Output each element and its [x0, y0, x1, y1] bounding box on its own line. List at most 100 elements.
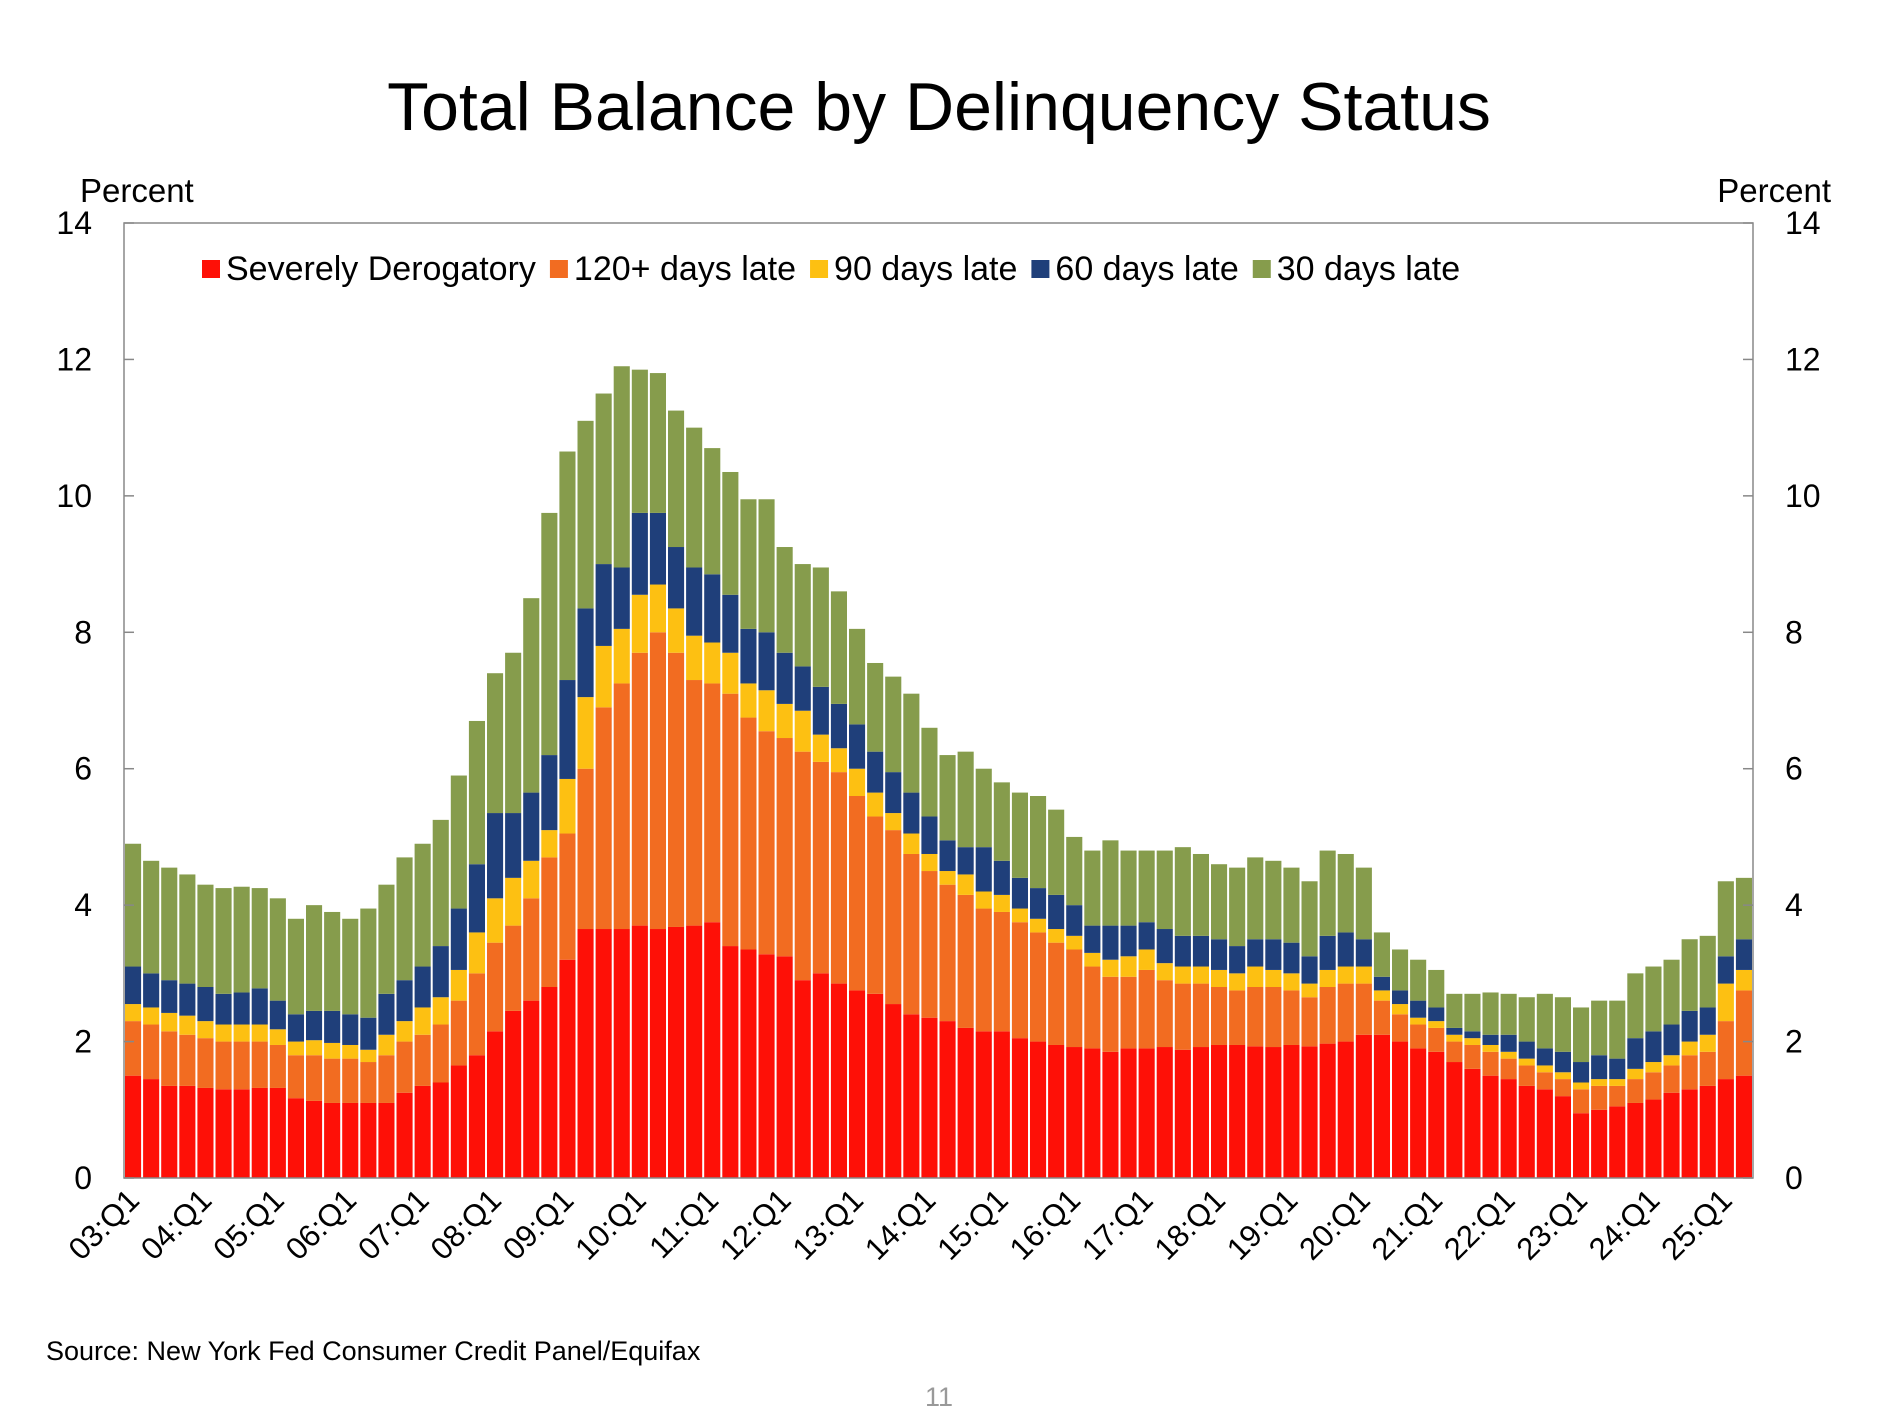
bar-segment [161, 867, 178, 981]
bar-segment [903, 792, 920, 834]
bar-segment [1464, 1038, 1481, 1045]
bar-segment [324, 1102, 341, 1178]
chart-title: Total Balance by Delinquency Status [387, 69, 1491, 145]
bar-segment [450, 1065, 467, 1178]
x-tick-label: 24:Q1 [1582, 1182, 1666, 1266]
bar-segment [794, 751, 811, 981]
bar-segment [1609, 1000, 1626, 1059]
bar-segment [975, 847, 992, 892]
bar-segment [179, 1034, 196, 1086]
bar-segment [1030, 1041, 1047, 1178]
bar-segment [1681, 1041, 1698, 1056]
bar-segment [1609, 1058, 1626, 1080]
bar-segment [541, 857, 558, 987]
bar-segment [1283, 942, 1300, 974]
bar-segment [1500, 1079, 1517, 1178]
bar-segment [1699, 1085, 1716, 1178]
bar-segment [1609, 1085, 1626, 1107]
bar-segment [704, 922, 721, 1178]
bar-segment [830, 772, 847, 984]
bar-segment [849, 628, 866, 725]
bar-segment [269, 1044, 286, 1088]
bar-segment [197, 1038, 214, 1088]
bar-segment [722, 471, 739, 595]
bar-segment [885, 772, 902, 814]
bar-segment [849, 796, 866, 991]
bar-segment [668, 926, 685, 1178]
bar-segment [396, 980, 413, 1022]
bar-segment [812, 567, 829, 687]
bar-segment [306, 1055, 323, 1101]
bar-segment [1156, 850, 1173, 930]
x-tick-label: 05:Q1 [206, 1182, 290, 1266]
x-tick-label: 10:Q1 [568, 1182, 652, 1266]
bar-segment [830, 703, 847, 749]
bar-segment [595, 564, 612, 646]
bar-segment [758, 954, 775, 1178]
legend-swatch [810, 260, 829, 278]
bar-segment [1247, 857, 1264, 940]
bar-segment [939, 1021, 956, 1178]
bar-segment [849, 990, 866, 1178]
bar-segment [1301, 1046, 1318, 1178]
bar-segment [830, 591, 847, 704]
bar-segment [1355, 939, 1372, 967]
bar-segment [1174, 1049, 1191, 1178]
bar-segment [1699, 1051, 1716, 1086]
bar-segment [794, 710, 811, 752]
x-tick-label: 12:Q1 [713, 1182, 797, 1266]
bar-segment [1428, 1007, 1445, 1022]
bar-segment [1355, 966, 1372, 984]
bar-segment [1283, 990, 1300, 1045]
x-tick-label: 23:Q1 [1510, 1182, 1594, 1266]
bar-segment [1735, 990, 1752, 1076]
bar-segment [1464, 1068, 1481, 1178]
bar-segment [251, 888, 268, 989]
bar-segment [1084, 966, 1101, 1049]
bar-segment [1192, 1047, 1209, 1178]
bar-segment [794, 666, 811, 711]
bar-segment [378, 884, 395, 994]
bar-segment [215, 993, 232, 1025]
bar-segment [468, 932, 485, 974]
bar-segment [812, 761, 829, 974]
bar-segment [1011, 922, 1028, 1039]
bar-segment [740, 683, 757, 718]
bar-segment [1645, 1099, 1662, 1178]
bar-segment [1066, 905, 1083, 936]
bar-segment [487, 898, 504, 943]
bar-segment [396, 857, 413, 981]
bar-segment [251, 1041, 268, 1088]
bar-segment [885, 676, 902, 773]
bar-segment [306, 1040, 323, 1056]
bar-segment [1011, 908, 1028, 923]
bar-segment [1030, 796, 1047, 889]
bar-segment [1392, 1004, 1409, 1015]
bar-segment [1174, 935, 1191, 967]
bar-segment [1554, 1096, 1571, 1178]
bar-segment [1301, 983, 1318, 998]
bar-segment [487, 1031, 504, 1178]
bar-segment [885, 830, 902, 1005]
bar-segment [251, 988, 268, 1025]
bar-segment [450, 775, 467, 909]
bar-segment [541, 830, 558, 858]
bar-segment [686, 680, 703, 926]
bar-segment [1319, 935, 1336, 970]
bar-segment [1717, 881, 1734, 957]
bar-segment [1192, 935, 1209, 967]
bar-segment [1591, 1055, 1608, 1080]
bar-segment [649, 512, 666, 585]
bar-segment [812, 686, 829, 735]
bar-segment [1355, 983, 1372, 1035]
bar-segment [595, 929, 612, 1178]
bar-segment [1645, 1072, 1662, 1100]
x-tick-label: 16:Q1 [1003, 1182, 1087, 1266]
bar-segment [1446, 1034, 1463, 1042]
bar-segment [233, 886, 250, 993]
bar-segment [885, 813, 902, 831]
bar-segment [776, 956, 793, 1178]
bar-segment [251, 1087, 268, 1178]
legend-label: 90 days late [834, 250, 1017, 288]
bar-segment [1482, 1075, 1499, 1178]
